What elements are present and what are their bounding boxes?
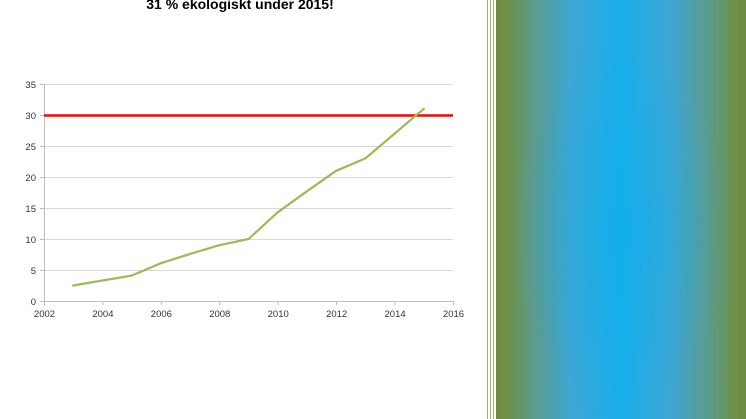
y-tick-labels: 0 5 10 15 20 25 30 35 — [25, 80, 36, 308]
banner-glow — [496, 0, 746, 419]
y-tick-label-15: 15 — [25, 204, 36, 215]
data-point-2008 — [218, 244, 221, 247]
data-point-2013 — [364, 157, 367, 160]
x-tick-label-2012: 2012 — [326, 309, 347, 320]
data-point-2007 — [189, 252, 192, 255]
x-tick-label-2006: 2006 — [151, 309, 172, 320]
x-tick-label-2002: 2002 — [34, 309, 55, 320]
x-tick-labels: 2002 2004 2006 2008 2010 2012 2014 2016 — [34, 309, 464, 320]
y-tick-label-0: 0 — [31, 297, 36, 308]
y-tick-label-30: 30 — [25, 111, 36, 122]
data-point-2009 — [247, 237, 250, 241]
x-tick-label-2008: 2008 — [209, 309, 230, 320]
y-tick-label-5: 5 — [31, 266, 36, 277]
y-tick-label-25: 25 — [25, 142, 36, 153]
series-line-0 — [72, 107, 425, 287]
data-point-2012 — [335, 169, 338, 172]
chart-title: 31 % ekologiskt under 2015! — [0, 0, 480, 16]
y-tick-label-35: 35 — [25, 80, 36, 91]
data-point-2015 — [422, 107, 425, 110]
gridlines — [44, 84, 453, 271]
x-tick-label-2004: 2004 — [92, 309, 113, 320]
data-point-2011 — [305, 190, 308, 193]
data-point-2005 — [130, 274, 133, 277]
decorative-divider — [486, 0, 496, 419]
y-tick-label-20: 20 — [25, 173, 36, 184]
x-tick-label-2014: 2014 — [385, 309, 406, 320]
axes — [40, 84, 454, 305]
series-group — [72, 107, 425, 287]
data-point-2003 — [72, 284, 75, 287]
decorative-gradient-banner — [496, 0, 746, 419]
data-point-2006 — [159, 262, 162, 265]
chart-title-text: 31 % ekologiskt under 2015! — [146, 0, 334, 12]
data-point-2004 — [101, 279, 104, 282]
data-point-2014 — [393, 132, 396, 135]
y-tick-label-10: 10 — [25, 235, 36, 246]
x-tick-label-2016: 2016 — [443, 309, 464, 320]
data-point-2010 — [276, 211, 279, 214]
x-tick-label-2010: 2010 — [268, 309, 289, 320]
